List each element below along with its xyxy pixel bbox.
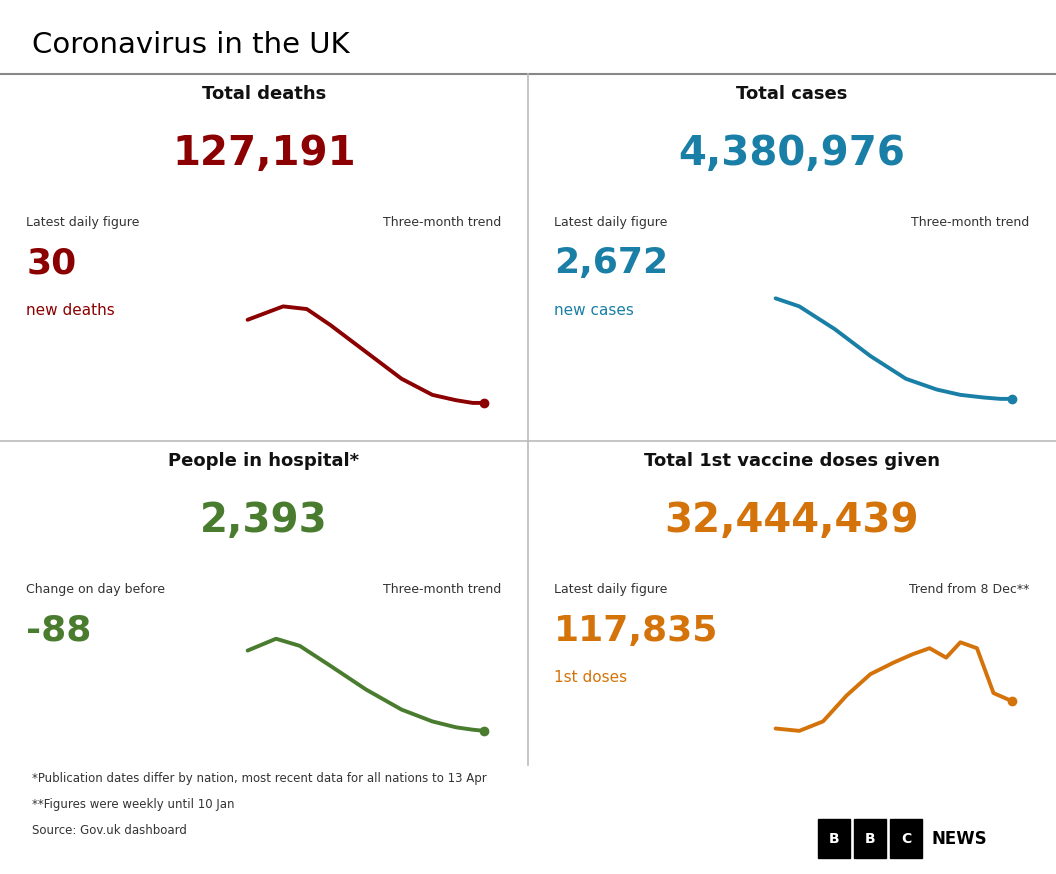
Text: People in hospital*: People in hospital* xyxy=(169,452,359,470)
Text: Total deaths: Total deaths xyxy=(202,85,326,103)
Text: **Figures were weekly until 10 Jan: **Figures were weekly until 10 Jan xyxy=(32,798,234,811)
Text: 2,672: 2,672 xyxy=(554,246,668,281)
Text: *Publication dates differ by nation, most recent data for all nations to 13 Apr: *Publication dates differ by nation, mos… xyxy=(32,772,487,785)
Text: Total cases: Total cases xyxy=(736,85,848,103)
Text: B: B xyxy=(829,831,840,846)
Text: Three-month trend: Three-month trend xyxy=(383,216,502,229)
Text: 2,393: 2,393 xyxy=(201,501,327,541)
Text: Three-month trend: Three-month trend xyxy=(383,583,502,596)
Text: Latest daily figure: Latest daily figure xyxy=(554,583,667,596)
Text: B: B xyxy=(865,831,875,846)
Text: Latest daily figure: Latest daily figure xyxy=(26,216,139,229)
Text: Latest daily figure: Latest daily figure xyxy=(554,216,667,229)
Text: 32,444,439: 32,444,439 xyxy=(664,501,920,541)
Text: Trend from 8 Dec**: Trend from 8 Dec** xyxy=(909,583,1030,596)
Text: 30: 30 xyxy=(26,246,77,281)
Text: C: C xyxy=(901,831,911,846)
Text: -88: -88 xyxy=(26,614,92,648)
Text: NEWS: NEWS xyxy=(931,829,987,848)
Text: Source: Gov.uk dashboard: Source: Gov.uk dashboard xyxy=(32,824,187,837)
Text: Coronavirus in the UK: Coronavirus in the UK xyxy=(32,31,350,59)
Text: 127,191: 127,191 xyxy=(172,134,356,174)
Text: Total 1st vaccine doses given: Total 1st vaccine doses given xyxy=(644,452,940,470)
Text: Three-month trend: Three-month trend xyxy=(911,216,1030,229)
Text: Change on day before: Change on day before xyxy=(26,583,166,596)
Text: new cases: new cases xyxy=(554,303,635,318)
Text: 1st doses: 1st doses xyxy=(554,670,627,685)
Text: 4,380,976: 4,380,976 xyxy=(679,134,905,174)
Text: new deaths: new deaths xyxy=(26,303,115,318)
Text: 117,835: 117,835 xyxy=(554,614,719,648)
